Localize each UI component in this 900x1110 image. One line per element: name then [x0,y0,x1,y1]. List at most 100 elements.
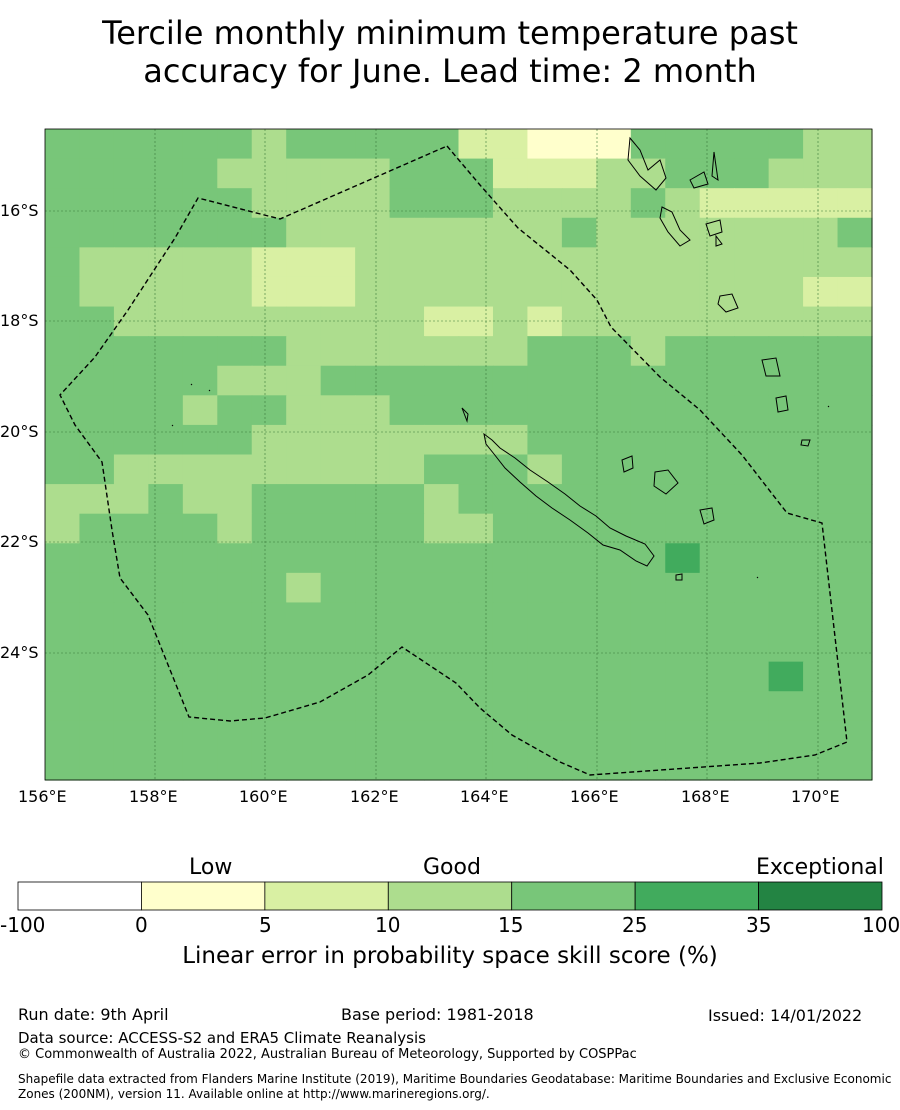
grid-cell [113,513,149,544]
grid-cell [768,720,804,752]
grid-cell [355,217,391,248]
grid-cell [596,188,632,219]
grid-cell [424,750,460,781]
grid-cell [699,691,735,722]
grid-cell [768,306,804,337]
grid-cell [182,484,218,515]
grid-cell [837,543,873,574]
grid-cell [458,720,494,752]
grid-cell [803,188,839,219]
grid-cell [217,720,253,752]
grid-cell [665,484,701,515]
grid-cell [286,602,322,633]
grid-cell [492,543,529,574]
grid-cell [182,661,218,692]
grid-cell [837,424,873,456]
grid-cell [803,484,839,515]
grid-cell [113,129,149,160]
grid-cell [182,543,218,574]
grid-cell [217,276,253,308]
grid-cell [286,484,322,515]
grid-cell [837,276,873,308]
category-low: Low [189,855,233,880]
grid-cell [148,454,184,485]
grid-cell [492,484,529,515]
grid-cell [665,602,701,633]
grid-cell [596,217,632,248]
grid-cell [665,572,701,604]
grid-cell [355,661,391,692]
grid-cell [286,129,322,160]
grid-cell [527,276,563,308]
grid-cell [113,276,149,308]
grid-cell [217,484,253,515]
grid-cell [113,691,149,722]
grid-cell [389,247,425,278]
grid-cell [424,572,460,604]
grid-cell [803,158,839,189]
category-good: Good [423,855,481,880]
grid-cell [251,454,287,485]
grid-cell [837,247,873,278]
colorbar-swatch [511,881,636,911]
grid-cell [561,750,597,781]
grid-cell [320,454,356,485]
lon-label-170e: 170°E [791,787,840,806]
grid-cell [699,661,735,692]
grid-cell [561,454,597,485]
grid-cell [424,188,460,219]
grid-cell [389,129,425,160]
grid-cell [217,247,253,278]
grid-cell [527,691,563,722]
grid-cell [561,158,597,189]
grid-cell [286,691,322,722]
grid-cell [251,158,287,189]
grid-cell [458,602,494,633]
grid-cell [424,217,460,248]
grid-cell [113,572,149,604]
grid-cell [699,543,735,574]
grid-cell [837,188,873,219]
grid-cell [355,691,391,722]
colorbar-swatch [141,881,266,911]
grid-cell [596,513,632,544]
grid-cell [217,217,253,248]
grid-cell [182,129,218,160]
grid-cell [596,247,632,278]
grid-cell [596,336,632,367]
grid-cell [389,188,425,219]
grid-cell [699,484,735,515]
grid-cell [113,602,149,633]
grid-cell [79,395,115,426]
grid-cell [424,454,460,485]
grid-cell [527,513,563,544]
grid-cell [768,750,804,781]
grid-cell [837,306,873,337]
grid-cell [527,750,563,781]
grid-cell [355,454,391,485]
grid-cell [286,336,322,367]
grid-cell [286,750,322,781]
category-exceptional: Exceptional [756,855,884,880]
grid-cell [734,424,770,456]
grid-cell [596,306,632,337]
grid-cell [286,158,322,189]
grid-cell [630,129,666,160]
grid-cell [596,276,632,308]
grid-cell [79,543,115,574]
grid-cell [45,572,81,604]
grid-cell [389,691,425,722]
grid-cell [561,395,597,426]
grid-cell [286,454,322,485]
lat-label-18s: 18°S [0,311,39,330]
grid-cell [148,336,184,367]
grid-cell [424,513,460,544]
grid-cell [837,602,873,633]
grid-cell [113,336,149,367]
colorbar-title: Linear error in probability space skill … [182,943,718,969]
grid-cell [320,336,356,367]
grid-cell [320,484,356,515]
grid-cell [527,543,563,574]
lat-label-24s: 24°S [0,643,39,662]
issued-date: Issued: 14/01/2022 [708,1006,863,1025]
